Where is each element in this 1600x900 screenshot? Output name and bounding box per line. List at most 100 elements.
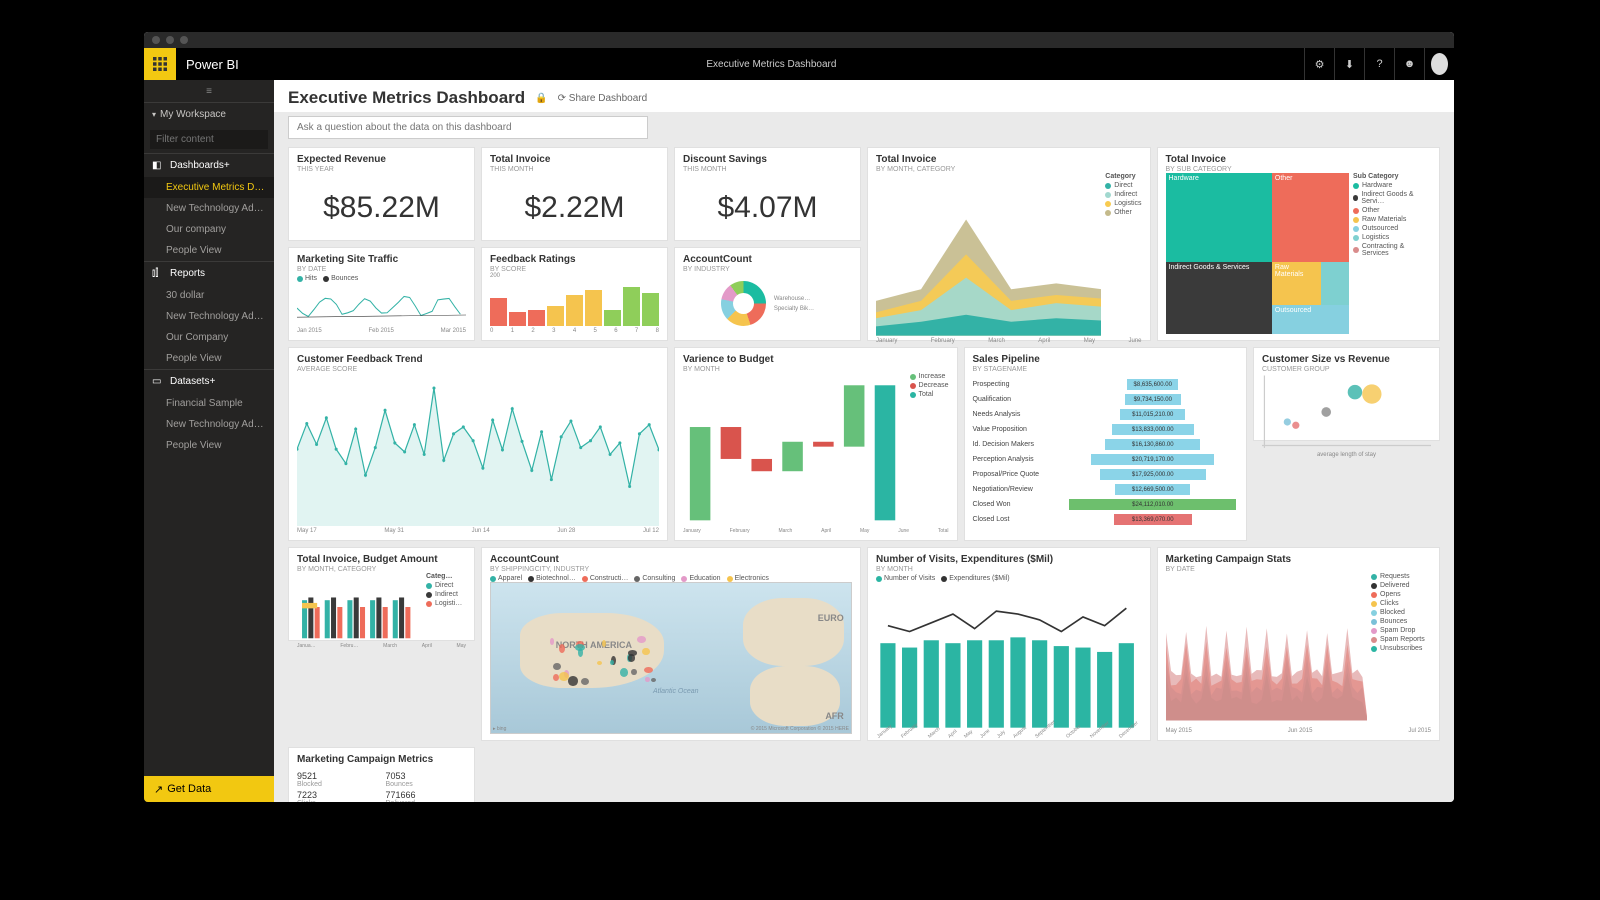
map-label-af: AFR <box>825 711 844 721</box>
tile-sub: CUSTOMER GROUP <box>1262 366 1431 373</box>
tile-title: Expected Revenue <box>297 154 466 165</box>
tile-visits[interactable]: Number of Visits, Expenditures ($Mil) BY… <box>867 547 1151 741</box>
sidebar-item[interactable]: New Technology Adoption <box>144 414 274 435</box>
tile-title: Marketing Campaign Stats <box>1166 554 1432 565</box>
tile-expected-revenue[interactable]: Expected Revenue THIS YEAR $85.22M <box>288 147 475 241</box>
main-canvas: Executive Metrics Dashboard 🔒 ⟳ Share Da… <box>274 80 1454 802</box>
tile-title: Total Invoice <box>490 154 659 165</box>
tile-title: Discount Savings <box>683 154 852 165</box>
nav-datasets[interactable]: ▭Datasets+ <box>144 369 274 393</box>
help-icon[interactable]: ? <box>1364 48 1394 80</box>
tile-sub: THIS MONTH <box>490 166 659 173</box>
tile-sub: BY MONTH, CATEGORY <box>297 566 466 573</box>
tile-title: Total Invoice, Budget Amount <box>297 554 466 565</box>
map-label-eu: EURO <box>818 613 844 623</box>
titlebar <box>144 32 1454 48</box>
tile-title: Marketing Campaign Metrics <box>297 754 466 765</box>
app-logo[interactable] <box>144 48 176 80</box>
tile-traffic[interactable]: Marketing Site Traffic BY DATE HitsBounc… <box>288 247 475 341</box>
tile-account-donut[interactable]: AccountCount BY INDUSTRY Warehouse…Speci… <box>674 247 861 341</box>
tile-variance[interactable]: Varience to Budget BY MONTH IncreaseDecr… <box>674 347 958 541</box>
tile-sub: BY SHIPPINGCITY, INDUSTRY <box>490 566 852 573</box>
tile-sub: BY INDUSTRY <box>683 266 852 273</box>
tile-sub: BY MONTH, CATEGORY <box>876 166 1142 173</box>
max-dot[interactable] <box>180 36 188 44</box>
tile-title: Marketing Site Traffic <box>297 254 466 265</box>
qa-input[interactable] <box>288 116 648 139</box>
share-button[interactable]: ⟳ Share Dashboard <box>558 93 648 104</box>
map-label-ao: Atlantic Ocean <box>653 688 699 695</box>
legend-title: Sub Category <box>1353 173 1431 180</box>
sidebar-item[interactable]: People View <box>144 348 274 369</box>
kpi-value: $4.07M <box>683 191 852 225</box>
tile-budget[interactable]: Total Invoice, Budget Amount BY MONTH, C… <box>288 547 475 641</box>
tile-total-invoice-month[interactable]: Total Invoice THIS MONTH $2.22M <box>481 147 668 241</box>
tile-title: Customer Size vs Revenue <box>1262 354 1431 365</box>
page-title: Executive Metrics Dashboard <box>288 88 525 108</box>
close-dot[interactable] <box>152 36 160 44</box>
workspace-label: My Workspace <box>160 109 226 120</box>
tile-title: Sales Pipeline <box>973 354 1239 365</box>
tile-sub: AVERAGE SCORE <box>297 366 659 373</box>
avatar-icon[interactable] <box>1424 48 1454 80</box>
tile-invoice-treemap[interactable]: Total Invoice BY SUB CATEGORY HardwareOt… <box>1157 147 1441 341</box>
add-dataset-icon[interactable]: + <box>209 376 215 387</box>
tile-title: Number of Visits, Expenditures ($Mil) <box>876 554 1142 565</box>
add-dashboard-icon[interactable]: + <box>224 160 230 171</box>
sidebar-item[interactable]: Financial Sample <box>144 393 274 414</box>
tile-title: Total Invoice <box>876 154 1142 165</box>
tile-pipeline[interactable]: Sales Pipeline BY STAGENAME Prospecting$… <box>964 347 1248 541</box>
dashboard-title-header: Executive Metrics Dashboard <box>239 59 1304 70</box>
nav-datasets-label: Datasets <box>170 376 209 387</box>
sidebar-item[interactable]: Our Company <box>144 327 274 348</box>
nav-dashboards[interactable]: ◧Dashboards+ <box>144 153 274 177</box>
header: Power BI Executive Metrics Dashboard ⚙ ⬇… <box>144 48 1454 80</box>
legend-title: Categ… <box>426 573 466 580</box>
tile-title: Varience to Budget <box>683 354 949 365</box>
tile-sub: BY STAGENAME <box>973 366 1239 373</box>
smile-icon[interactable]: ☻ <box>1394 48 1424 80</box>
tile-discount-savings[interactable]: Discount Savings THIS MONTH $4.07M <box>674 147 861 241</box>
share-label: Share Dashboard <box>569 93 647 104</box>
sidebar-item[interactable]: People View <box>144 435 274 456</box>
header-icons: ⚙ ⬇ ? ☻ <box>1304 48 1454 80</box>
map: NORTH AMERICA EURO AFR Atlantic Ocean © … <box>490 582 852 734</box>
sidebar-item[interactable]: People View <box>144 240 274 261</box>
gear-icon[interactable]: ⚙ <box>1304 48 1334 80</box>
tile-ratings[interactable]: Feedback Ratings BY SCORE 200 012345678 <box>481 247 668 341</box>
nav-reports-label: Reports <box>170 268 205 279</box>
sidebar: ≡ ▾My Workspace ◧Dashboards+ Executive M… <box>144 80 274 802</box>
nav-dashboards-label: Dashboards <box>170 160 224 171</box>
filter-input[interactable] <box>150 130 268 149</box>
min-dot[interactable] <box>166 36 174 44</box>
kpi-value: $85.22M <box>297 191 466 225</box>
sidebar-item[interactable]: New Technology Adoption <box>144 198 274 219</box>
tile-scatter[interactable]: Customer Size vs Revenue CUSTOMER GROUP … <box>1253 347 1440 441</box>
tile-title: AccountCount <box>490 554 852 565</box>
app-window: Power BI Executive Metrics Dashboard ⚙ ⬇… <box>144 32 1454 802</box>
tile-campaign[interactable]: Marketing Campaign Stats BY DATE Request… <box>1157 547 1441 741</box>
tile-sub: BY SUB CATEGORY <box>1166 166 1432 173</box>
sidebar-item[interactable]: 30 dollar <box>144 285 274 306</box>
tile-title: Customer Feedback Trend <box>297 354 659 365</box>
tile-title: Total Invoice <box>1166 154 1432 165</box>
tile-sub: BY MONTH <box>876 566 1142 573</box>
tile-campaign-metrics[interactable]: Marketing Campaign Metrics 9521Blocked70… <box>288 747 475 802</box>
tile-feedback-trend[interactable]: Customer Feedback Trend AVERAGE SCORE Ma… <box>288 347 668 541</box>
sidebar-item[interactable]: New Technology Adopti… <box>144 306 274 327</box>
get-data-label: Get Data <box>167 783 211 795</box>
tile-account-map[interactable]: AccountCount BY SHIPPINGCITY, INDUSTRY A… <box>481 547 861 741</box>
map-attribution: © 2015 Microsoft Corporation © 2015 HERE <box>751 726 849 732</box>
workspace-selector[interactable]: ▾My Workspace <box>144 102 274 126</box>
download-icon[interactable]: ⬇ <box>1334 48 1364 80</box>
tile-sub: BY DATE <box>1166 566 1432 573</box>
tile-invoice-area[interactable]: Total Invoice BY MONTH, CATEGORY Categor… <box>867 147 1151 341</box>
tile-title: Feedback Ratings <box>490 254 659 265</box>
sidebar-item[interactable]: Our company <box>144 219 274 240</box>
nav-reports[interactable]: ⫾⫿Reports <box>144 261 274 285</box>
map-label-na: NORTH AMERICA <box>556 640 632 650</box>
sidebar-toggle-icon[interactable]: ≡ <box>144 80 274 102</box>
sidebar-item[interactable]: Executive Metrics Dashb… <box>144 177 274 198</box>
get-data-button[interactable]: ↗ Get Data <box>144 776 274 802</box>
tile-title: AccountCount <box>683 254 852 265</box>
